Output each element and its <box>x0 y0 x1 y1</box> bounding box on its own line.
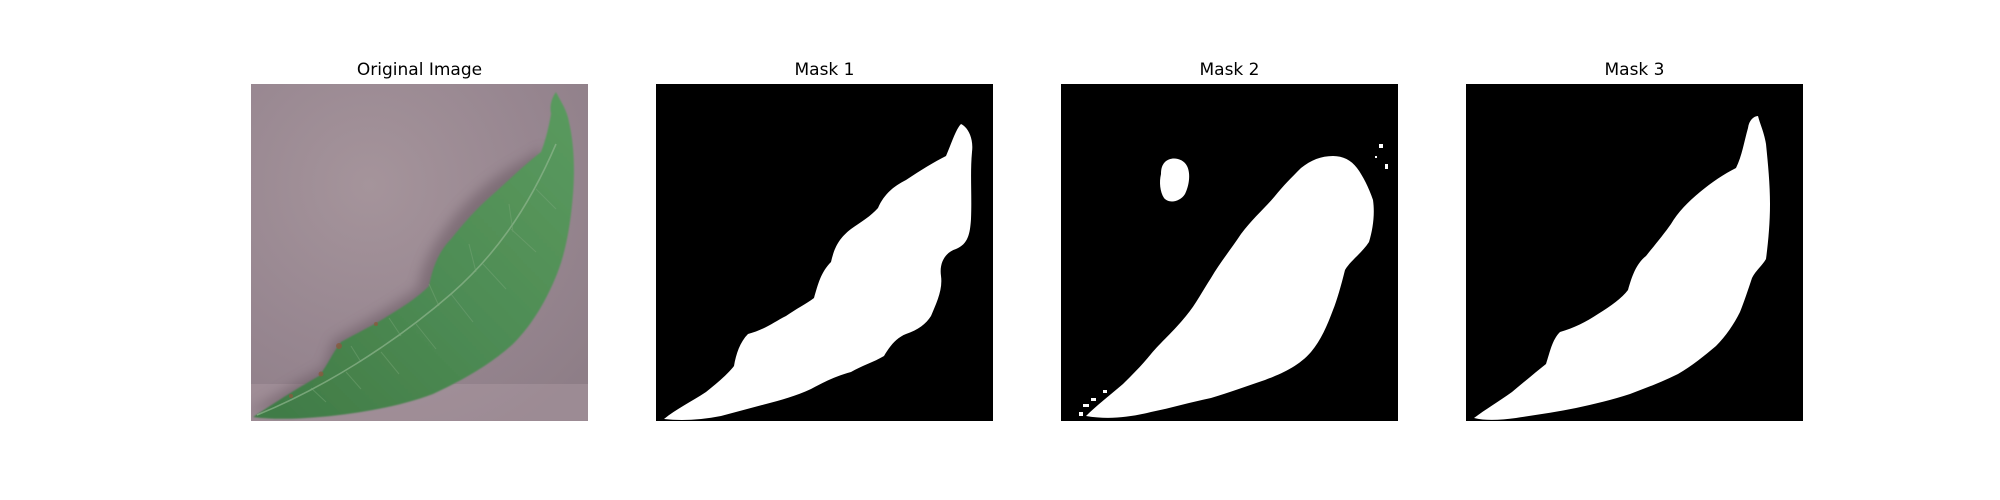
mask-2-leaf-region <box>1086 156 1374 418</box>
mask-2-image <box>1061 84 1398 421</box>
leaf <box>253 92 574 419</box>
mask-1-image <box>656 84 993 421</box>
mask-2-fringe <box>1079 390 1107 416</box>
mask-3-image <box>1466 84 1803 421</box>
leaf-shadow <box>251 148 543 413</box>
mask-3-title: Mask 3 <box>1604 60 1665 80</box>
mask-1-title: Mask 1 <box>794 60 855 80</box>
mask-3-leaf-region <box>1474 116 1770 420</box>
leaf-veins <box>310 188 557 403</box>
leaf-spots <box>289 322 378 398</box>
mask-1-leaf-region <box>664 124 973 420</box>
leaf-midrib <box>256 143 557 416</box>
mask-2-blob <box>1160 158 1190 202</box>
original-image <box>251 84 588 421</box>
mask-2-title: Mask 2 <box>1199 60 1260 80</box>
original-image-title: Original Image <box>356 60 483 80</box>
